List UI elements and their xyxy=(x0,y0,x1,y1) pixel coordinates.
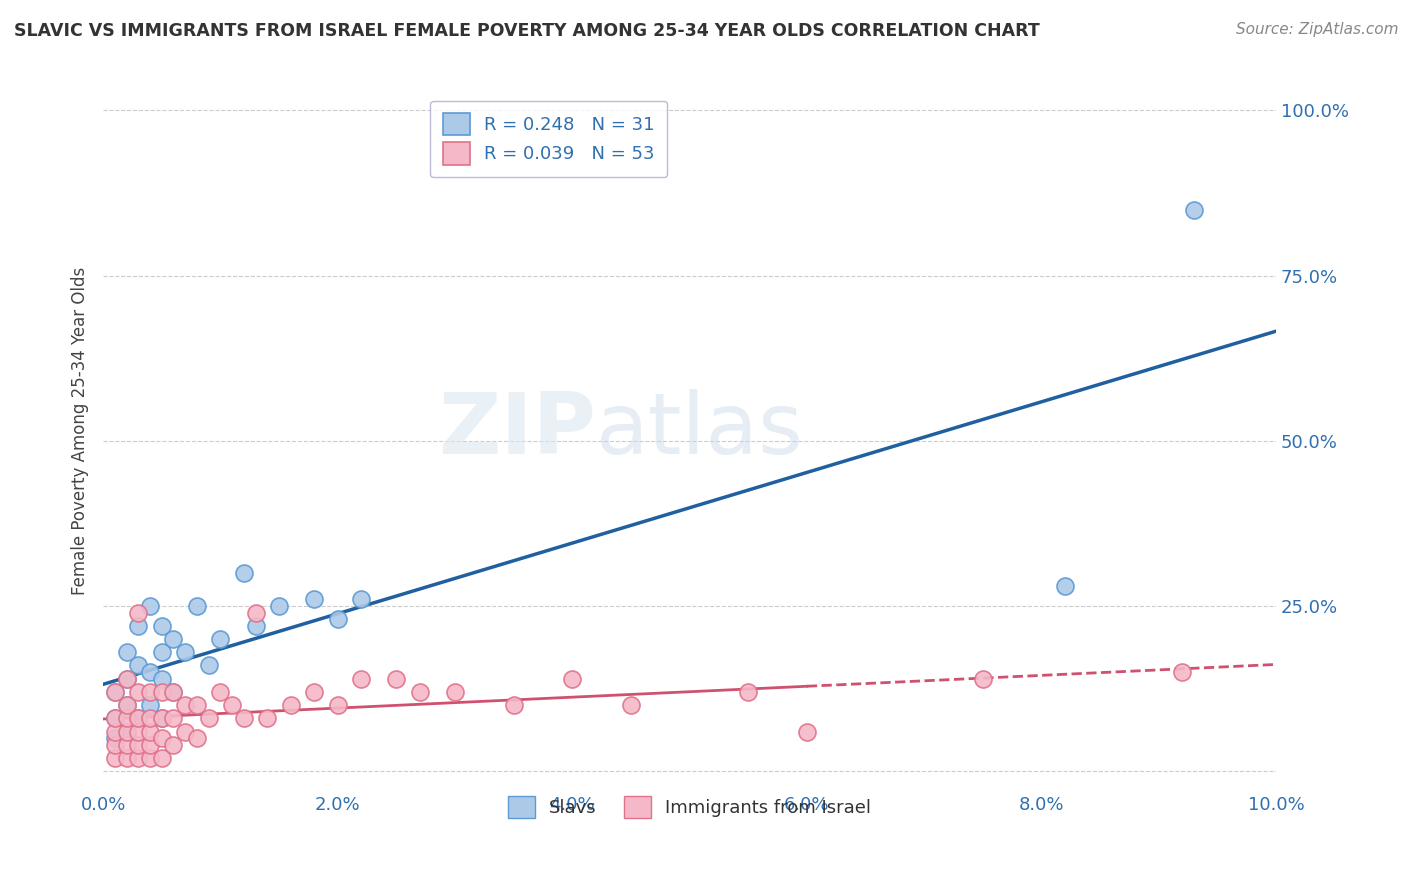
Point xyxy=(245,619,267,633)
Point xyxy=(174,645,197,659)
Point xyxy=(104,685,127,699)
Text: ZIP: ZIP xyxy=(437,390,596,473)
Point xyxy=(115,645,138,659)
Point xyxy=(104,724,127,739)
Point xyxy=(115,698,138,713)
Point xyxy=(127,606,149,620)
Point xyxy=(162,685,184,699)
Point xyxy=(150,711,173,725)
Point xyxy=(174,698,197,713)
Point xyxy=(115,724,138,739)
Point xyxy=(162,738,184,752)
Point xyxy=(972,672,994,686)
Point xyxy=(115,672,138,686)
Point xyxy=(302,685,325,699)
Point xyxy=(115,751,138,765)
Point xyxy=(139,698,162,713)
Point xyxy=(197,711,219,725)
Point xyxy=(326,698,349,713)
Point xyxy=(139,599,162,613)
Point xyxy=(350,592,373,607)
Point xyxy=(139,711,162,725)
Point xyxy=(127,658,149,673)
Point xyxy=(232,711,254,725)
Point xyxy=(115,724,138,739)
Point xyxy=(221,698,243,713)
Point xyxy=(502,698,524,713)
Point xyxy=(139,685,162,699)
Point xyxy=(115,738,138,752)
Point xyxy=(127,619,149,633)
Point xyxy=(139,738,162,752)
Point xyxy=(326,612,349,626)
Point xyxy=(139,751,162,765)
Point xyxy=(444,685,467,699)
Point xyxy=(174,724,197,739)
Point xyxy=(267,599,290,613)
Point xyxy=(127,711,149,725)
Point xyxy=(104,711,127,725)
Point xyxy=(186,731,208,746)
Point xyxy=(104,711,127,725)
Point xyxy=(280,698,302,713)
Point xyxy=(139,665,162,679)
Point xyxy=(232,566,254,580)
Point xyxy=(737,685,759,699)
Point xyxy=(186,599,208,613)
Point xyxy=(1053,579,1076,593)
Point xyxy=(162,685,184,699)
Point xyxy=(150,731,173,746)
Point xyxy=(409,685,432,699)
Point xyxy=(115,698,138,713)
Point xyxy=(127,724,149,739)
Point xyxy=(127,738,149,752)
Point xyxy=(104,738,127,752)
Point xyxy=(209,632,232,646)
Point xyxy=(256,711,278,725)
Text: atlas: atlas xyxy=(596,390,804,473)
Point xyxy=(385,672,408,686)
Point xyxy=(162,711,184,725)
Point xyxy=(127,685,149,699)
Point xyxy=(245,606,267,620)
Point xyxy=(150,619,173,633)
Point xyxy=(620,698,643,713)
Point xyxy=(115,672,138,686)
Text: Source: ZipAtlas.com: Source: ZipAtlas.com xyxy=(1236,22,1399,37)
Point xyxy=(150,751,173,765)
Point xyxy=(104,751,127,765)
Y-axis label: Female Poverty Among 25-34 Year Olds: Female Poverty Among 25-34 Year Olds xyxy=(72,267,89,595)
Point xyxy=(139,724,162,739)
Point xyxy=(104,731,127,746)
Point xyxy=(209,685,232,699)
Point xyxy=(150,672,173,686)
Point xyxy=(186,698,208,713)
Point xyxy=(104,685,127,699)
Point xyxy=(150,711,173,725)
Point xyxy=(197,658,219,673)
Point xyxy=(561,672,583,686)
Text: SLAVIC VS IMMIGRANTS FROM ISRAEL FEMALE POVERTY AMONG 25-34 YEAR OLDS CORRELATIO: SLAVIC VS IMMIGRANTS FROM ISRAEL FEMALE … xyxy=(14,22,1040,40)
Point xyxy=(796,724,818,739)
Point xyxy=(127,711,149,725)
Point xyxy=(115,711,138,725)
Point xyxy=(150,685,173,699)
Point xyxy=(302,592,325,607)
Point xyxy=(1182,202,1205,217)
Point xyxy=(150,645,173,659)
Legend: Slavs, Immigrants from Israel: Slavs, Immigrants from Israel xyxy=(501,789,879,825)
Point xyxy=(127,751,149,765)
Point xyxy=(1171,665,1194,679)
Point xyxy=(162,632,184,646)
Point xyxy=(350,672,373,686)
